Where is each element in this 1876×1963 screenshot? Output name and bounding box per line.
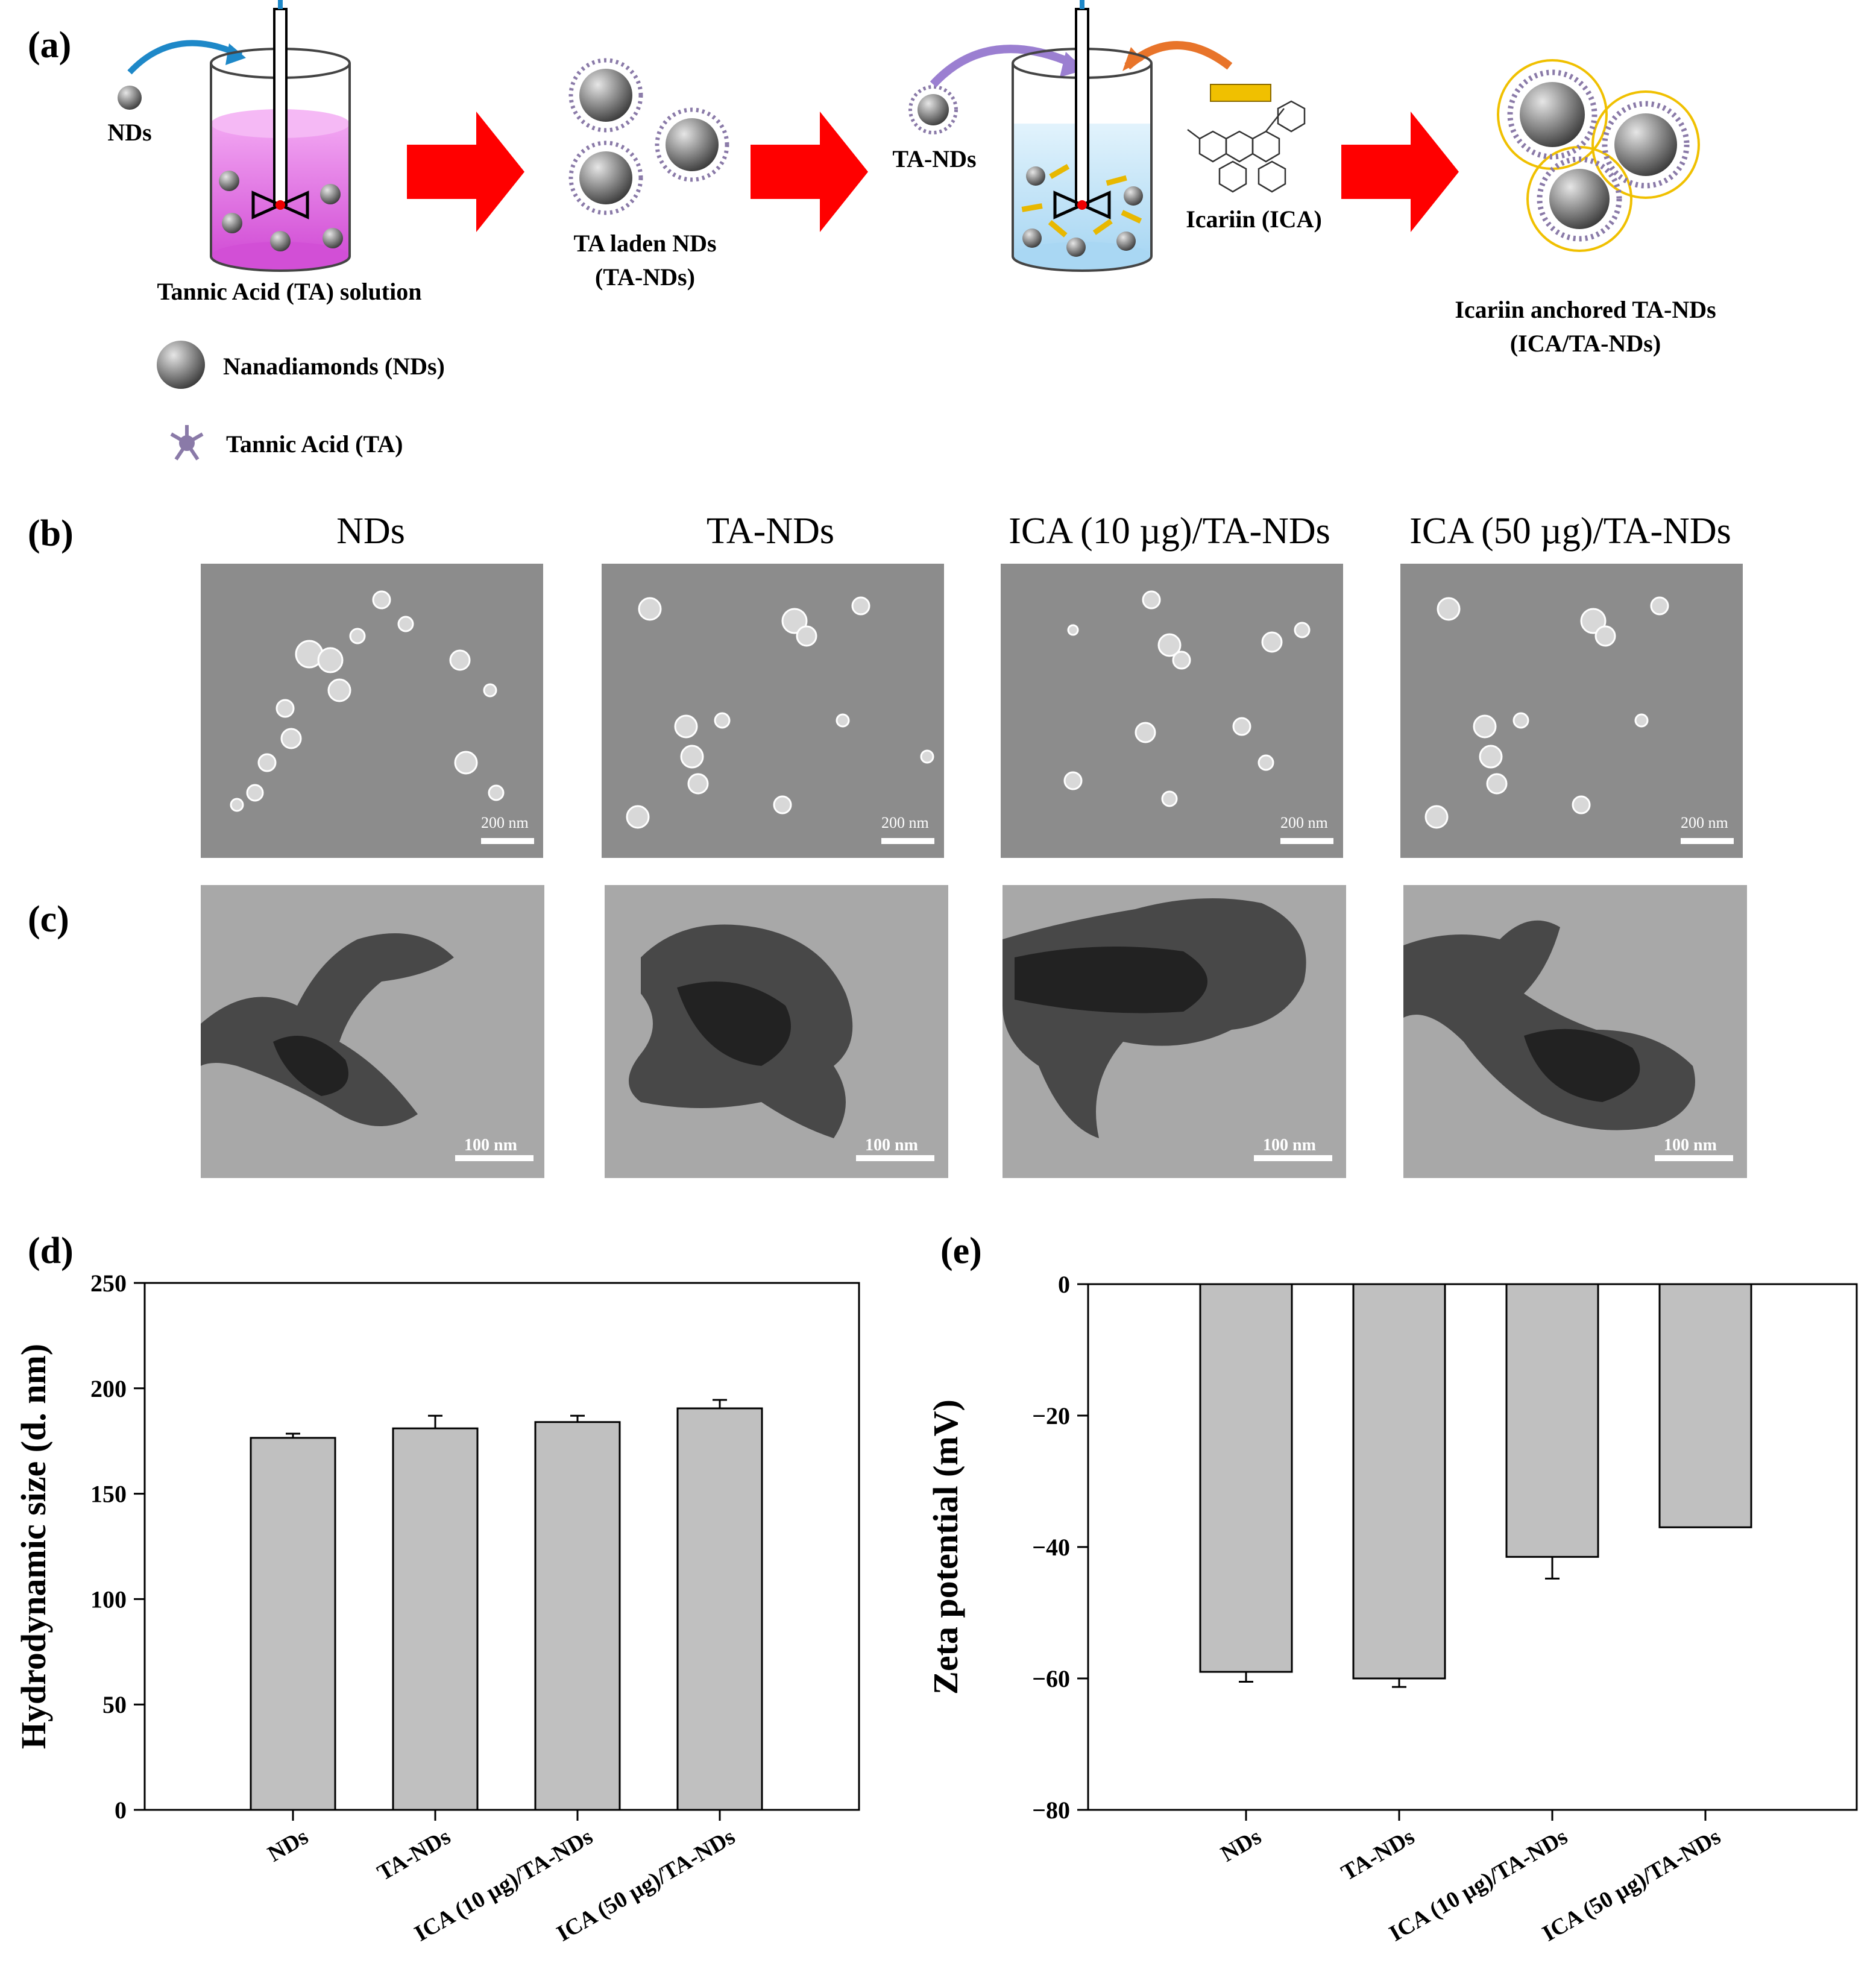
bar [676, 1407, 763, 1811]
y-tick-label: −80 [1032, 1797, 1070, 1824]
tem-scale-label: 100 nm [1263, 1136, 1316, 1155]
ta-nds-input-label: TA-NDs [892, 145, 977, 172]
process-arrow-icon [751, 112, 868, 232]
process-arrow-icon [1341, 112, 1459, 232]
ta-solution-label: Tannic Acid (TA) solution [157, 278, 422, 305]
sem-scale-bar [1681, 838, 1734, 844]
panel-label-b: (b) [28, 513, 74, 554]
x-tick-label: TA-NDs [373, 1824, 455, 1886]
tem-scale-bar [455, 1155, 534, 1161]
zeta-potential-chart: 0 −20 −40 −60 −80 Zeta potential (mV) NDs TA-ND… [926, 1271, 1858, 1947]
sem-image-nds [201, 564, 543, 858]
y-tick-label: 150 [90, 1481, 127, 1508]
curved-arrow-icon [127, 40, 243, 75]
tem-scale-label: 100 nm [464, 1136, 517, 1155]
x-tick-label: NDs [263, 1824, 312, 1867]
beaker-ica-icon [1012, 0, 1153, 272]
panel-label-a: (a) [28, 25, 72, 66]
sem-scale-label: 200 nm [1280, 814, 1328, 831]
sem-scale-label: 200 nm [881, 814, 929, 831]
tem-scale-bar [1655, 1155, 1733, 1161]
anchored-abbrev-label: (ICA/TA-NDs) [1509, 330, 1661, 357]
tem-image-ta-nds [605, 885, 948, 1178]
icariin-structure-icon [1187, 100, 1306, 193]
bar [392, 1427, 479, 1811]
ta-nd-particles-icon [568, 58, 729, 215]
panel-label-d: (d) [28, 1230, 74, 1271]
tem-image-ica10 [1003, 885, 1346, 1178]
ta-laden-abbrev-label: (TA-NDs) [595, 263, 695, 291]
bar [1505, 1283, 1599, 1558]
process-arrow-icon [407, 112, 524, 232]
sem-image-ica10 [1001, 564, 1343, 858]
column-title-ica10: ICA (10 µg)/TA-NDs [1009, 511, 1330, 552]
bar [1352, 1283, 1446, 1680]
sem-scale-bar [881, 838, 934, 844]
synthesis-schematic [118, 0, 1700, 461]
sem-image-ta-nds [602, 564, 944, 858]
sem-scale-label: 200 nm [1681, 814, 1728, 831]
y-axis-label: Zeta potential (mV) [926, 1399, 965, 1695]
tem-scale-bar [1254, 1155, 1332, 1161]
nd-particle-icon [118, 86, 142, 110]
x-tick-label: TA-NDs [1337, 1824, 1419, 1886]
bar [250, 1437, 336, 1811]
tem-image-nds [201, 885, 544, 1178]
sem-scale-label: 200 nm [481, 814, 529, 831]
bar [1658, 1283, 1752, 1528]
hydrodynamic-size-chart: 0 50 100 150 200 250 Hydrodynamic size (d. nm)… [14, 1270, 860, 1947]
tem-scale-label: 100 nm [865, 1136, 918, 1155]
y-tick-label: −20 [1032, 1402, 1070, 1429]
y-tick-label: −40 [1032, 1534, 1070, 1561]
tannic-acid-legend-icon [170, 425, 204, 461]
y-tick-label: −60 [1032, 1665, 1070, 1692]
bar [1199, 1283, 1293, 1673]
plot-frame [143, 1282, 860, 1811]
y-tick-label: 0 [115, 1797, 127, 1824]
column-title-ica50: ICA (50 µg)/TA-NDs [1409, 511, 1731, 552]
tem-scale-bar [856, 1155, 934, 1161]
panel-label-e: (e) [940, 1230, 982, 1271]
y-tick-label: 0 [1058, 1271, 1070, 1298]
nanodiamond-legend-icon [157, 341, 205, 389]
column-title-nds: NDs [336, 511, 405, 552]
sem-scale-bar [481, 838, 534, 844]
tem-scale-label: 100 nm [1664, 1136, 1717, 1155]
panel-label-c: (c) [28, 899, 69, 940]
beaker-ta-icon [210, 0, 351, 272]
ta-laden-label: TA laden NDs [573, 230, 717, 257]
sem-image-ica50 [1400, 564, 1743, 858]
nds-input-label: NDs [107, 119, 152, 146]
icariin-label: Icariin (ICA) [1186, 206, 1322, 233]
legend-nd-label: Nanadiamonds (NDs) [223, 353, 445, 380]
y-axis-label: Hydrodynamic size (d. nm) [14, 1344, 53, 1749]
x-tick-label: NDs [1217, 1824, 1265, 1867]
bar [534, 1421, 621, 1811]
ica-molecule-icon [1210, 84, 1271, 102]
ica-ta-nd-particles-icon [1497, 59, 1700, 252]
y-tick-label: 50 [102, 1691, 127, 1718]
y-tick-label: 100 [90, 1586, 127, 1613]
tem-image-ica50 [1403, 885, 1747, 1178]
legend-ta-label: Tannic Acid (TA) [226, 430, 403, 458]
sem-scale-bar [1280, 838, 1333, 844]
anchored-label: Icariin anchored TA-NDs [1455, 296, 1716, 323]
y-tick-label: 200 [90, 1375, 127, 1402]
column-title-ta-nds: TA-NDs [706, 511, 834, 552]
y-tick-label: 250 [90, 1270, 127, 1297]
